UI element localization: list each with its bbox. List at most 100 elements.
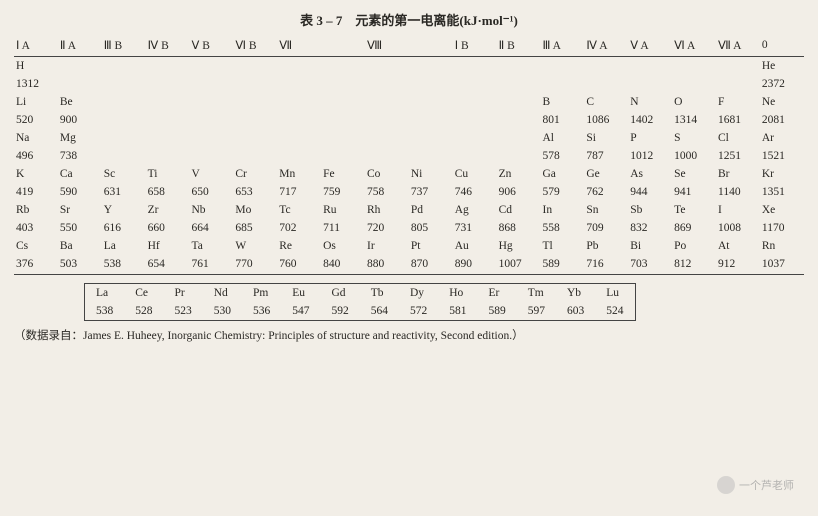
group-header: Ⅵ B: [233, 35, 277, 57]
table-cell: Tl: [541, 237, 585, 255]
table-cell: [365, 111, 409, 129]
table-cell: [453, 111, 497, 129]
lanthanide-cell: Ce: [124, 284, 163, 303]
table-cell: In: [541, 201, 585, 219]
table-cell: [190, 57, 234, 76]
table-cell: Cr: [233, 165, 277, 183]
table-cell: [190, 111, 234, 129]
table-cell: [321, 147, 365, 165]
table-cell: 653: [233, 183, 277, 201]
table-cell: Re: [277, 237, 321, 255]
lanthanide-cell: 536: [242, 302, 281, 321]
table-cell: [102, 93, 146, 111]
table-cell: Se: [672, 165, 716, 183]
table-cell: Ne: [760, 93, 804, 111]
table-cell: As: [628, 165, 672, 183]
group-header: Ⅴ B: [190, 35, 234, 57]
group-header: Ⅷ: [365, 35, 409, 57]
table-cell: 812: [672, 255, 716, 275]
table-cell: 654: [146, 255, 190, 275]
table-cell: [233, 75, 277, 93]
table-cell: 664: [190, 219, 234, 237]
table-cell: [365, 147, 409, 165]
table-cell: Na: [14, 129, 58, 147]
table-cell: 1086: [584, 111, 628, 129]
table-cell: Bi: [628, 237, 672, 255]
lanthanide-table: LaCePrNdPmEuGdTbDyHoErTmYbLu538528523530…: [84, 283, 636, 321]
table-cell: [497, 93, 541, 111]
table-cell: 731: [453, 219, 497, 237]
table-cell: [672, 75, 716, 93]
table-cell: [277, 93, 321, 111]
table-cell: Xe: [760, 201, 804, 219]
table-cell: Mg: [58, 129, 102, 147]
group-header: Ⅵ A: [672, 35, 716, 57]
table-cell: [541, 57, 585, 76]
table-cell: 503: [58, 255, 102, 275]
table-cell: 1000: [672, 147, 716, 165]
table-cell: [146, 147, 190, 165]
lanthanide-cell: 581: [438, 302, 477, 321]
table-cell: [233, 147, 277, 165]
table-cell: Tc: [277, 201, 321, 219]
table-cell: 650: [190, 183, 234, 201]
group-header: Ⅶ A: [716, 35, 760, 57]
table-cell: 376: [14, 255, 58, 275]
table-cell: 906: [497, 183, 541, 201]
table-cell: [58, 75, 102, 93]
table-cell: Po: [672, 237, 716, 255]
source-citation: （数据录自：James E. Huheey, Inorganic Chemist…: [14, 327, 804, 343]
table-cell: F: [716, 93, 760, 111]
table-cell: 762: [584, 183, 628, 201]
table-cell: [321, 93, 365, 111]
table-cell: 787: [584, 147, 628, 165]
lanthanide-cell: La: [85, 284, 125, 303]
table-cell: [146, 111, 190, 129]
table-cell: [541, 75, 585, 93]
table-cell: [102, 129, 146, 147]
table-cell: [497, 129, 541, 147]
table-cell: 550: [58, 219, 102, 237]
table-cell: Rb: [14, 201, 58, 219]
lanthanide-cell: Nd: [203, 284, 242, 303]
group-header: Ⅱ A: [58, 35, 102, 57]
table-cell: [409, 57, 453, 76]
table-cell: W: [233, 237, 277, 255]
table-cell: La: [102, 237, 146, 255]
table-cell: Co: [365, 165, 409, 183]
table-cell: [277, 111, 321, 129]
table-cell: [584, 75, 628, 93]
table-cell: 1170: [760, 219, 804, 237]
table-cell: [190, 129, 234, 147]
table-cell: 2081: [760, 111, 804, 129]
table-cell: C: [584, 93, 628, 111]
table-cell: 590: [58, 183, 102, 201]
table-cell: [453, 147, 497, 165]
table-cell: 1251: [716, 147, 760, 165]
table-cell: 1351: [760, 183, 804, 201]
table-cell: [453, 75, 497, 93]
table-cell: Pd: [409, 201, 453, 219]
table-cell: 658: [146, 183, 190, 201]
lanthanide-cell: 572: [399, 302, 438, 321]
table-cell: 880: [365, 255, 409, 275]
table-cell: 1008: [716, 219, 760, 237]
group-header: Ⅰ B: [453, 35, 497, 57]
table-cell: 538: [102, 255, 146, 275]
lanthanide-cell: 564: [360, 302, 399, 321]
table-cell: Ge: [584, 165, 628, 183]
table-cell: 805: [409, 219, 453, 237]
table-cell: Li: [14, 93, 58, 111]
table-cell: Kr: [760, 165, 804, 183]
lanthanide-cell: Dy: [399, 284, 438, 303]
table-cell: 868: [497, 219, 541, 237]
table-cell: [716, 57, 760, 76]
lanthanide-cell: 524: [595, 302, 635, 321]
table-cell: [102, 111, 146, 129]
table-cell: [409, 111, 453, 129]
group-header: Ⅳ B: [146, 35, 190, 57]
table-cell: 709: [584, 219, 628, 237]
watermark-text: 一个芦老师: [739, 477, 794, 493]
table-cell: Os: [321, 237, 365, 255]
table-cell: Cu: [453, 165, 497, 183]
